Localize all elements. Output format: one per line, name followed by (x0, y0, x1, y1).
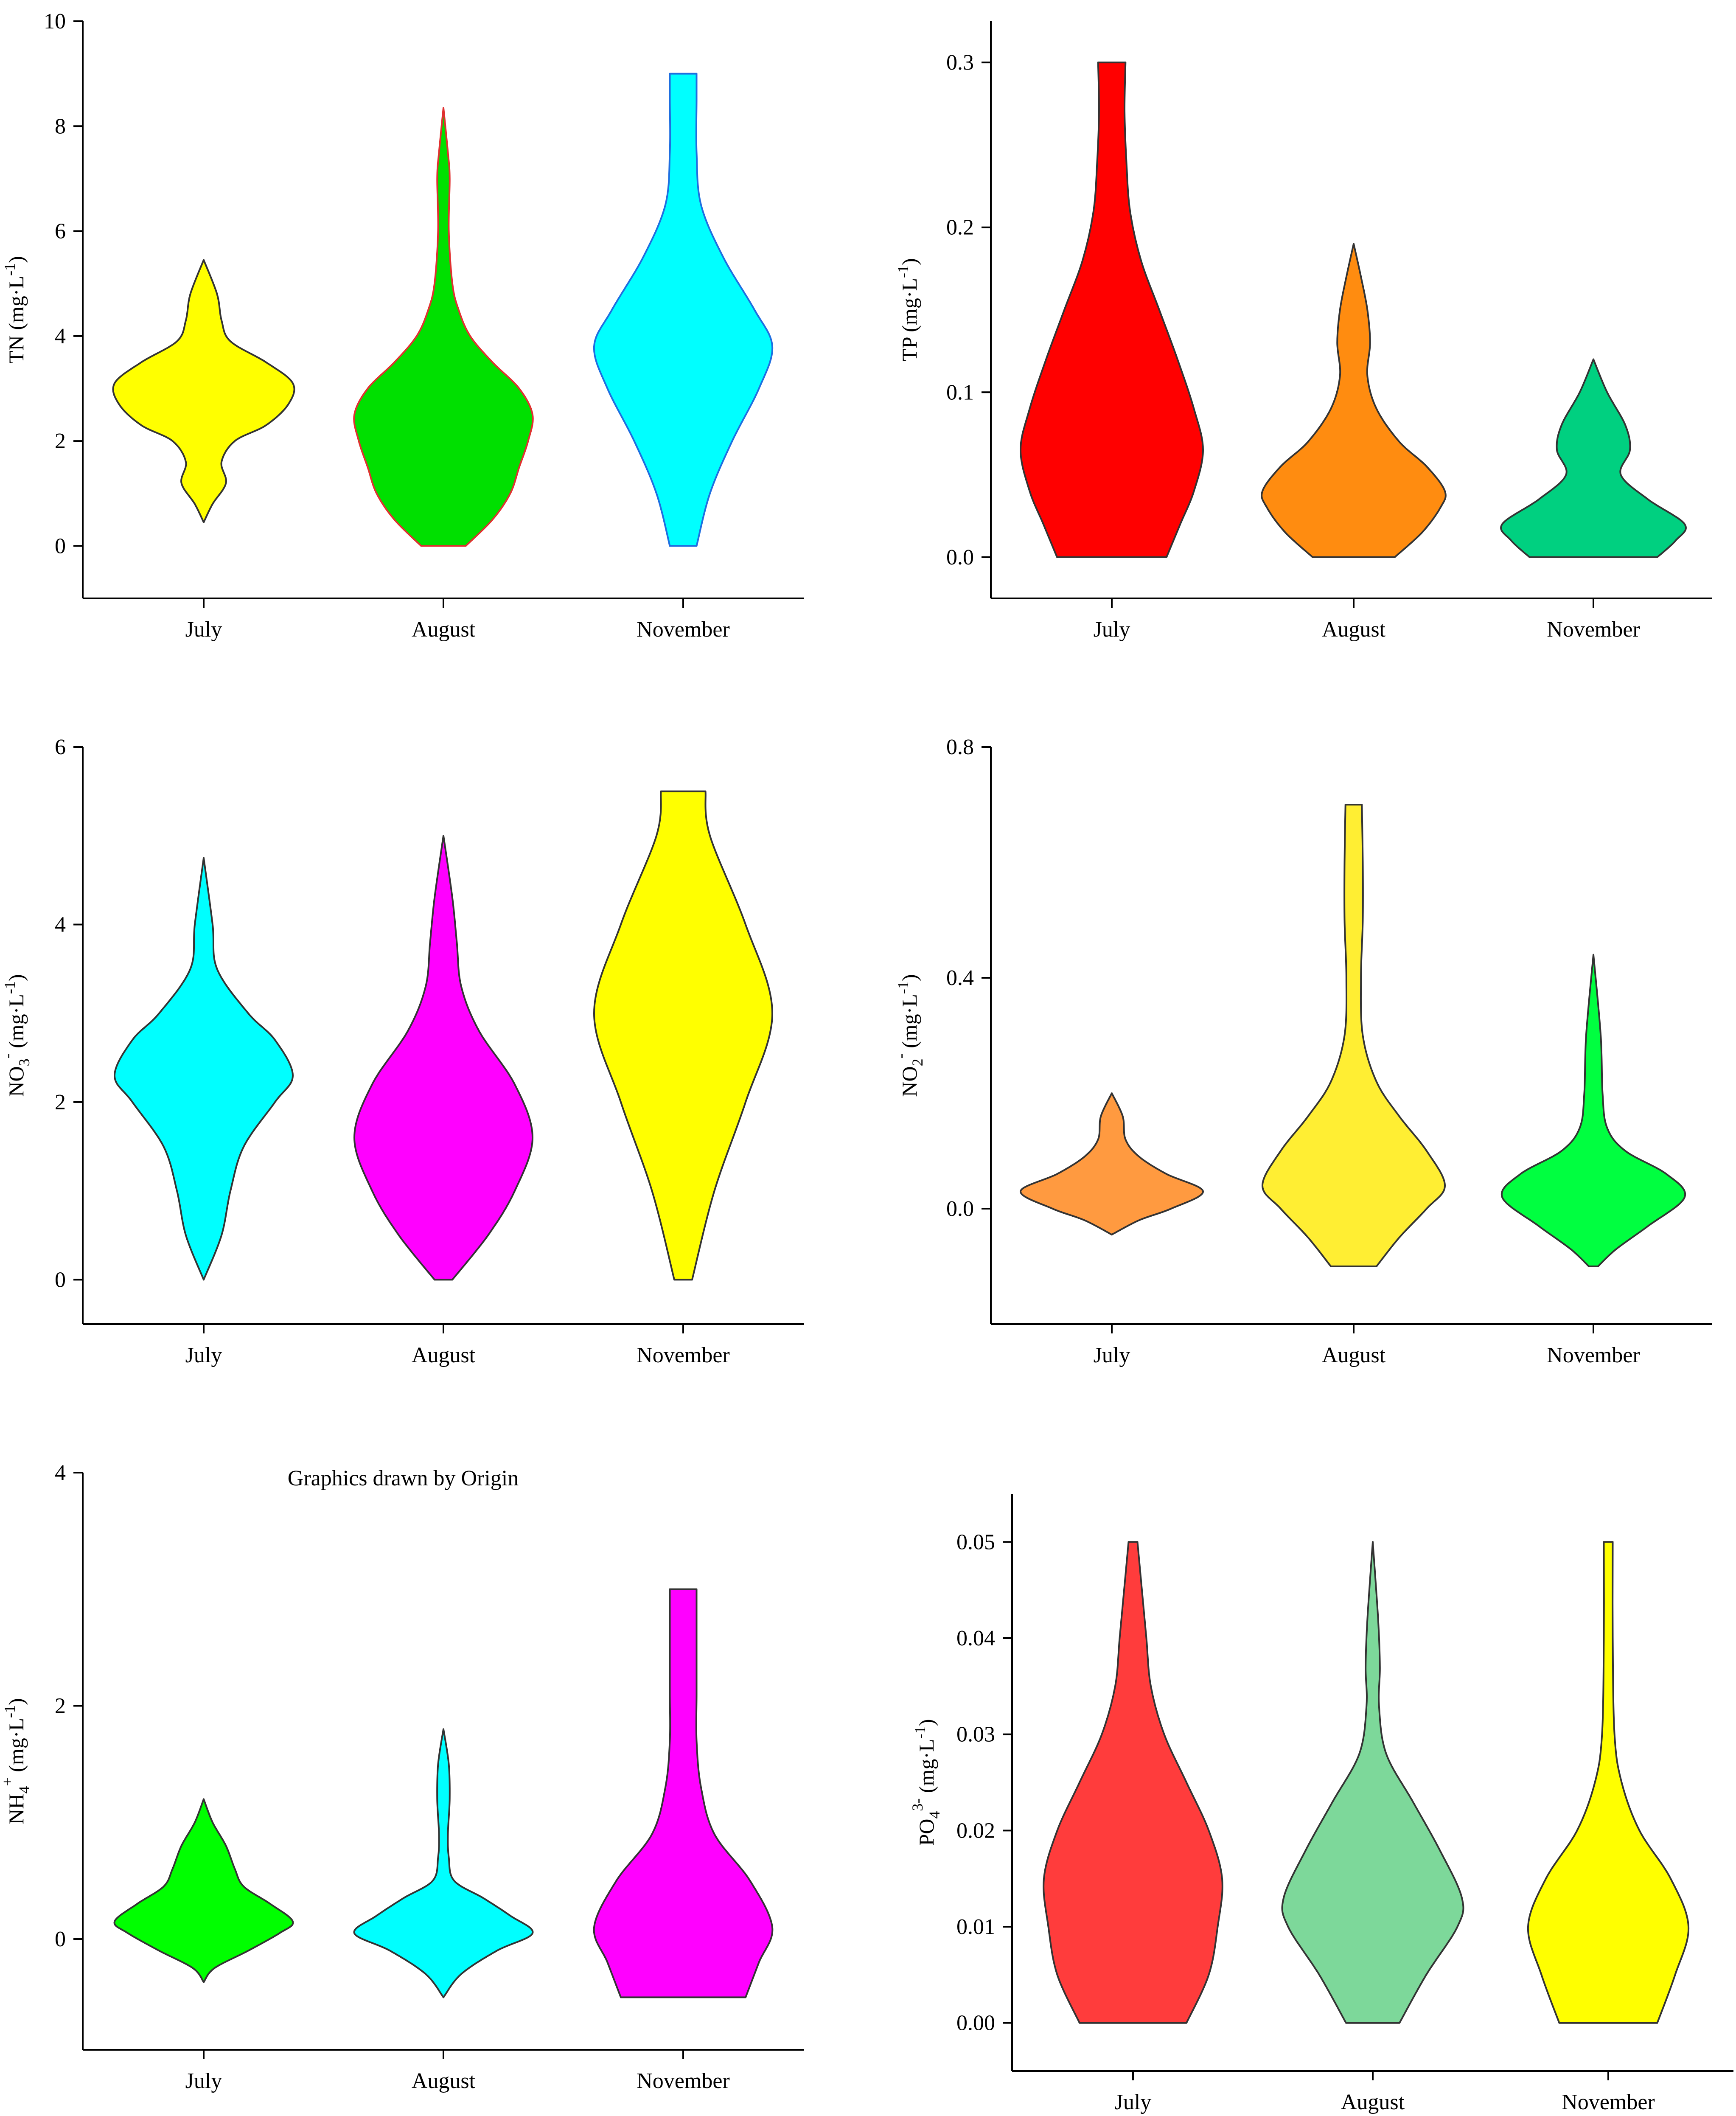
no2-violin-panel: 0.0 0.4 0.8 July August November NO2- (mg·L-1) (892, 735, 1712, 1367)
tn-x-tick-label: November (637, 617, 729, 642)
po4-y-tick-label: 0.01 (956, 1915, 995, 1939)
po4-x-tick-label: August (1341, 2090, 1405, 2114)
no2-x-tick-label: August (1322, 1343, 1386, 1367)
po4-y-tick-label: 0.02 (956, 1819, 995, 1843)
no3-x-tick-label: August (412, 1343, 476, 1367)
no3-x-tick-label: November (637, 1343, 729, 1367)
nh4-violin-november (593, 1588, 774, 1998)
tp-violin-november (1500, 358, 1687, 558)
tp-y-tick-label: 0.0 (946, 545, 974, 570)
nh4-x-tick-label: November (637, 2069, 729, 2093)
po4-y-tick-label: 0.00 (956, 2011, 995, 2035)
po4-y-tick-label: 0.04 (956, 1626, 995, 1650)
no2-violin-july (1020, 1092, 1204, 1236)
po4-x-tick-label: July (1115, 2090, 1152, 2114)
no2-y-axis-title: NO2- (mg·L-1) (892, 974, 926, 1097)
tp-y-tick-label: 0.3 (946, 51, 974, 75)
tp-y-axis-title: TP (mg·L-1) (895, 258, 921, 361)
tp-x-tick-label: July (1094, 617, 1130, 642)
nh4-y-tick-label: 2 (55, 1694, 66, 1718)
tn-violin-november (593, 73, 774, 547)
nh4-violin-july (113, 1798, 294, 1983)
no2-y-tick-label: 0.4 (946, 966, 974, 990)
no3-y-axis-title: NO3- (mg·L-1) (0, 974, 33, 1097)
no3-violin-august (353, 835, 533, 1281)
nh4-violin-august (353, 1728, 534, 1998)
no2-y-tick-label: 0.0 (946, 1197, 974, 1221)
tn-y-tick-label: 2 (55, 429, 66, 453)
nh4-y-tick-label: 4 (55, 1461, 66, 1485)
no3-y-tick-label: 0 (55, 1268, 66, 1292)
no2-x-tick-label: July (1094, 1343, 1130, 1367)
po4-x-tick-label: November (1562, 2090, 1655, 2114)
no3-y-tick-label: 6 (55, 735, 66, 759)
nh4-x-tick-label: August (412, 2069, 476, 2093)
po4-violin-november (1527, 1541, 1690, 2024)
po4-violin-august (1281, 1541, 1464, 2024)
nh4-x-tick-label: July (185, 2069, 222, 2093)
nh4-y-axis-title: NH4+ (mg·L-1) (0, 1698, 33, 1824)
tn-y-tick-label: 6 (55, 219, 66, 244)
tp-violin-panel: 0.0 0.1 0.2 0.3 July August November TP (mg·L-1… (895, 21, 1712, 642)
tn-y-tick-label: 8 (55, 114, 66, 138)
tp-violin-august (1261, 243, 1447, 558)
po4-y-tick-label: 0.03 (956, 1723, 995, 1747)
tn-y-tick-label: 0 (55, 534, 66, 558)
nh4-y-tick-label: 0 (55, 1927, 66, 1951)
tn-violin-panel: 0 2 4 6 8 10 July August November TN (mg·L-1) (1, 9, 804, 642)
tn-violin-august (353, 107, 534, 547)
tn-y-tick-label: 4 (55, 324, 66, 348)
tp-y-tick-label: 0.2 (946, 216, 974, 240)
po4-violin-panel: 0.00 0.01 0.02 0.03 0.04 0.05 July August Novemb… (909, 1494, 1733, 2114)
po4-y-tick-label: 0.05 (956, 1530, 995, 1554)
po4-violin-july (1043, 1541, 1223, 2024)
tp-violin-july (1020, 62, 1204, 558)
tn-y-tick-label: 10 (44, 9, 66, 34)
no3-y-tick-label: 2 (55, 1090, 66, 1114)
no2-y-tick-label: 0.8 (946, 735, 974, 759)
po4-y-axis-title: PO43- (mg·L-1) (909, 1719, 943, 1846)
tn-x-tick-label: August (412, 617, 476, 642)
origin-annotation: Graphics drawn by Origin (288, 1466, 519, 1490)
nh4-violin-panel: 0 2 4 July August November NH4+ (mg·L-1) (0, 1461, 804, 2093)
tn-violin-july (112, 259, 295, 523)
tp-y-tick-label: 0.1 (946, 380, 974, 404)
tp-x-tick-label: November (1547, 617, 1640, 642)
no3-violin-july (114, 857, 294, 1281)
no2-x-tick-label: November (1547, 1343, 1640, 1367)
no2-violin-november (1500, 954, 1686, 1267)
no3-violin-november (593, 790, 773, 1281)
no3-x-tick-label: July (185, 1343, 222, 1367)
no2-violin-august (1262, 804, 1446, 1267)
tn-x-tick-label: July (185, 617, 222, 642)
tn-y-axis-title: TN (mg·L-1) (1, 256, 28, 364)
no3-violin-panel: 0 2 4 6 July August November NO3- (mg·L-1) (0, 735, 804, 1367)
no3-y-tick-label: 4 (55, 912, 66, 937)
tp-x-tick-label: August (1322, 617, 1386, 642)
